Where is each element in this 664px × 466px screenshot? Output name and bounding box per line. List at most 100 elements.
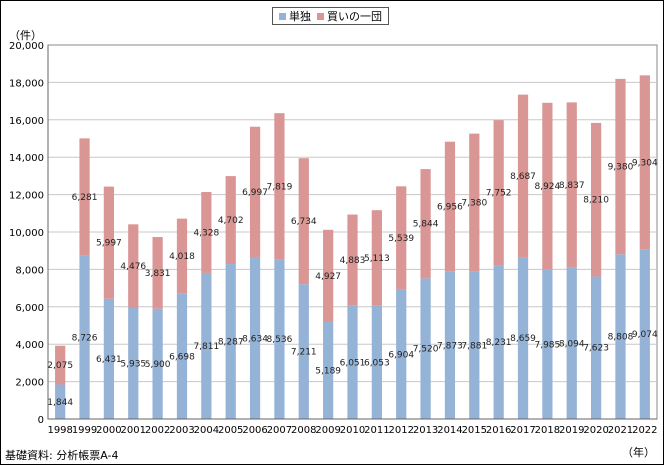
bar-single [128, 308, 139, 419]
data-label-group: 5,997 [96, 239, 122, 249]
data-label-group: 7,752 [486, 189, 512, 199]
bar-group [103, 186, 115, 299]
data-label-group: 9,380 [608, 163, 634, 173]
bar-group [542, 102, 553, 270]
bar-group [444, 141, 456, 272]
data-label-group: 4,883 [340, 256, 366, 266]
bar-group [201, 192, 212, 273]
y-tick-label: 10,000 [9, 228, 44, 239]
data-label-group: 4,476 [120, 262, 146, 272]
bar-single [542, 269, 553, 419]
data-label-single: 9,074 [632, 330, 658, 340]
y-tick-label: 16,000 [9, 116, 44, 127]
data-label-single: 7,985 [534, 340, 560, 350]
y-unit-label: （件） [9, 29, 42, 42]
data-label-group: 7,819 [267, 182, 293, 192]
bar-single [371, 305, 382, 419]
data-label-single: 1,844 [47, 398, 73, 408]
y-tick-label: 12,000 [9, 191, 44, 202]
data-label-single: 5,935 [120, 360, 146, 370]
bar-single [103, 298, 115, 419]
bar-single [176, 293, 188, 419]
legend-swatch-single [279, 12, 286, 20]
bar-single [639, 249, 650, 419]
x-tick-label: 2001 [121, 425, 146, 436]
data-label-single: 8,659 [510, 334, 536, 344]
x-tick-label: 2019 [559, 425, 584, 436]
data-label-group: 6,734 [291, 217, 317, 227]
bar-single [615, 254, 626, 419]
bar-single [298, 284, 309, 419]
x-tick-label: 2012 [388, 425, 413, 436]
bar-single [396, 289, 407, 419]
bar-group [176, 218, 188, 294]
data-label-single: 8,726 [72, 333, 98, 343]
bar-group [225, 176, 236, 265]
data-label-group: 7,380 [461, 199, 487, 209]
bar-group [396, 186, 407, 290]
bar-group [590, 122, 602, 277]
x-tick-label: 2011 [364, 425, 389, 436]
data-label-single: 6,698 [169, 352, 195, 362]
data-label-single: 8,536 [267, 335, 293, 345]
x-tick-label: 2020 [583, 425, 608, 436]
bar-single [274, 259, 285, 419]
chart-legend: 単独 買いの一団 [272, 7, 389, 25]
y-tick-label: 20,000 [9, 41, 44, 52]
data-label-group: 3,831 [145, 269, 171, 279]
data-label-single: 5,189 [315, 366, 341, 376]
bar-group [128, 224, 139, 309]
x-tick-label: 2008 [291, 425, 316, 436]
bar-single [590, 276, 602, 419]
x-tick-label: 2022 [632, 425, 657, 436]
data-label-group: 4,328 [193, 228, 219, 238]
bar-single [225, 264, 236, 419]
x-tick-label: 1999 [72, 425, 97, 436]
data-label-single: 6,053 [364, 358, 390, 368]
data-label-single: 7,623 [583, 344, 609, 354]
x-tick-label: 2007 [267, 425, 292, 436]
bar-single [55, 384, 66, 419]
legend-item-single: 単独 [279, 8, 311, 24]
bar-group [493, 120, 504, 266]
y-tick-label: 6,000 [15, 303, 44, 314]
bar-group [566, 102, 577, 268]
x-tick-label: 2013 [413, 425, 438, 436]
bar-group [469, 133, 480, 272]
bar-single [444, 271, 456, 419]
data-label-group: 6,997 [242, 188, 268, 198]
data-label-group: 8,924 [534, 182, 560, 192]
bar-single [517, 257, 529, 419]
y-tick-label: 18,000 [9, 78, 44, 89]
data-label-group: 4,927 [315, 272, 341, 282]
bar-single [79, 255, 90, 419]
data-label-group: 5,539 [388, 234, 414, 244]
y-tick-label: 2,000 [15, 378, 44, 389]
bar-group [152, 237, 163, 309]
legend-swatch-group [317, 12, 324, 20]
x-tick-label: 2006 [242, 425, 267, 436]
bar-group [298, 158, 309, 285]
bar-group [79, 138, 90, 256]
data-label-single: 8,808 [608, 333, 634, 343]
bar-group [615, 78, 626, 255]
bar-group [517, 94, 529, 258]
y-tick-label: 8,000 [15, 265, 44, 276]
bar-group [323, 229, 334, 322]
bar-single [201, 272, 212, 419]
data-label-group: 8,210 [583, 196, 609, 206]
x-tick-label: 2018 [535, 425, 560, 436]
bar-group [55, 345, 66, 385]
bar-single [249, 257, 261, 419]
bar-single [566, 267, 577, 419]
bar-single [323, 321, 334, 419]
bar-group [274, 113, 285, 260]
bar-group [249, 126, 261, 258]
data-label-group: 6,956 [437, 203, 463, 213]
x-unit-label: （年） [622, 446, 655, 459]
x-tick-label: 2017 [510, 425, 535, 436]
bar-single [420, 278, 431, 419]
x-tick-label: 2000 [96, 425, 121, 436]
